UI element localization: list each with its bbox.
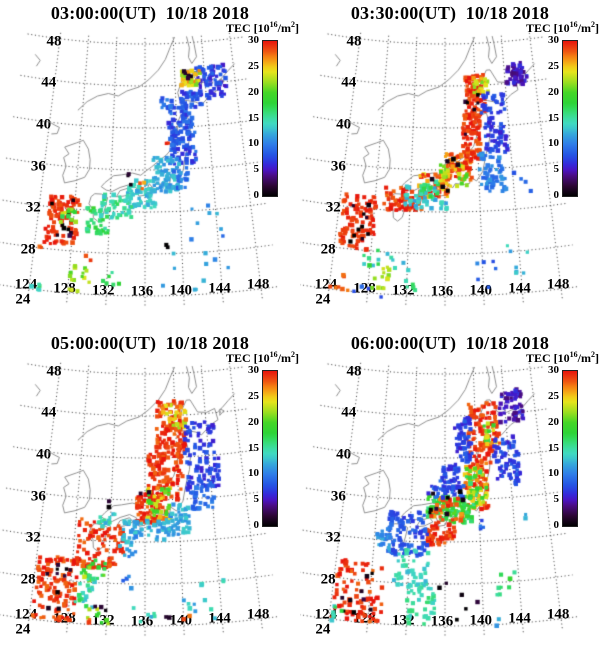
colorbar bbox=[562, 40, 578, 197]
map-panel-0330: 24283236404448124128132136140144148 03:3… bbox=[300, 0, 600, 330]
colorbar bbox=[262, 370, 278, 527]
map-canvas bbox=[0, 330, 300, 650]
map-canvas bbox=[0, 0, 300, 330]
panel-title: 05:00:00(UT) 10/18 2018 bbox=[50, 333, 250, 353]
panel-title: 03:00:00(UT) 10/18 2018 bbox=[50, 3, 250, 23]
map-panel-0600: 24283236404448124128132136140144148 06:0… bbox=[300, 330, 600, 650]
map-canvas bbox=[300, 0, 600, 330]
panel-title: 03:30:00(UT) 10/18 2018 bbox=[350, 3, 550, 23]
map-canvas bbox=[300, 330, 600, 650]
panel-title: 06:00:00(UT) 10/18 2018 bbox=[350, 333, 550, 353]
colorbar-label: TEC [1016/m2] bbox=[525, 350, 599, 365]
map-panel-0300: 24283236404448124128132136140144148 03:0… bbox=[0, 0, 300, 330]
colorbar-label: TEC [1016/m2] bbox=[225, 350, 299, 365]
colorbar-label: TEC [1016/m2] bbox=[225, 20, 299, 35]
colorbar bbox=[562, 370, 578, 527]
colorbar bbox=[262, 40, 278, 197]
map-panel-0500: 24283236404448124128132136140144148 05:0… bbox=[0, 330, 300, 650]
colorbar-label: TEC [1016/m2] bbox=[525, 20, 599, 35]
